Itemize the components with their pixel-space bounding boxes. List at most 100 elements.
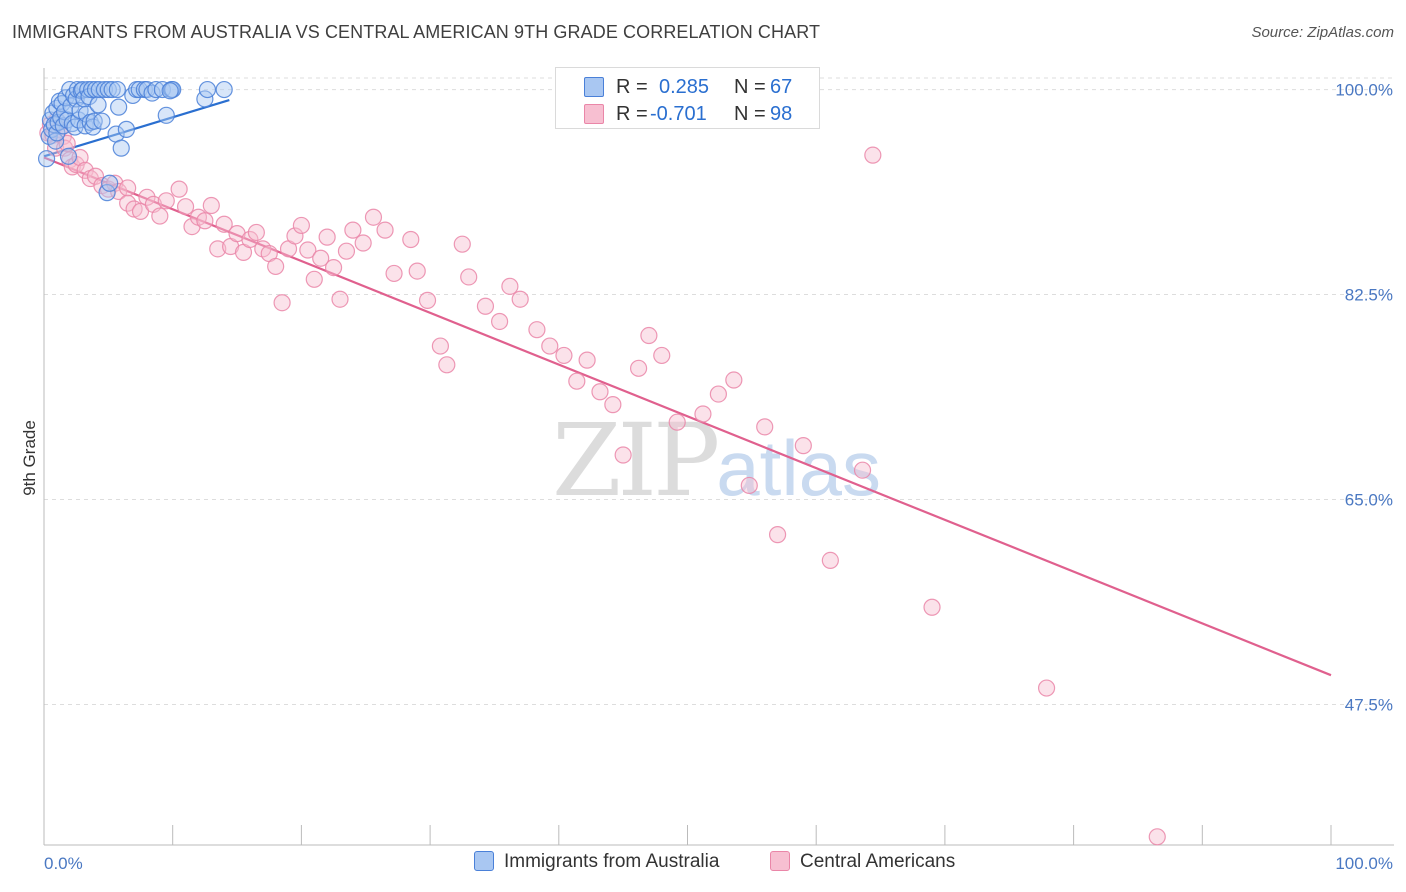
y-tick-label: 65.0% [1345, 490, 1393, 509]
point-central-americans [292, 216, 310, 235]
point-central-americans [640, 326, 658, 345]
point-central-americans [794, 437, 812, 455]
point-central-americans [768, 526, 787, 544]
point-central-americans [376, 221, 394, 239]
point-central-americans [864, 146, 882, 164]
point-central-americans [385, 264, 403, 283]
point-central-americans [170, 180, 188, 198]
point-australia [37, 150, 56, 168]
point-central-americans [490, 312, 509, 331]
point-central-americans [151, 207, 169, 225]
bottom-legend-label-central-americans: Central Americans [800, 851, 956, 872]
point-central-americans [209, 240, 227, 258]
point-central-americans [331, 290, 349, 308]
point-australia [59, 147, 78, 165]
point-australia [157, 106, 175, 124]
point-australia [161, 82, 179, 100]
point-central-americans [337, 242, 356, 260]
point-central-americans [324, 258, 343, 277]
x-tick-label-max: 100.0% [1335, 854, 1393, 873]
x-tick-label-min: 0.0% [44, 854, 83, 873]
point-central-americans [196, 212, 214, 230]
point-australia [103, 80, 121, 99]
point-australia [99, 80, 117, 99]
point-central-americans [604, 396, 622, 414]
point-central-americans [1148, 828, 1166, 846]
point-central-americans [591, 383, 609, 401]
point-central-americans [501, 277, 519, 295]
point-central-americans [157, 192, 175, 210]
chart-title: IMMIGRANTS FROM AUSTRALIA VS CENTRAL AME… [12, 22, 821, 42]
legend-r-value: 0.285 [659, 76, 710, 98]
point-australia [93, 112, 111, 130]
y-tick-label: 82.5% [1345, 286, 1393, 305]
legend-r-value: -0.701 [650, 103, 707, 125]
point-central-americans [119, 194, 137, 212]
point-central-americans [821, 551, 839, 569]
legend-r-label: R = [616, 103, 648, 125]
bottom-legend-central-americans: Central Americans [770, 851, 955, 873]
point-central-americans [555, 346, 573, 365]
point-central-americans [756, 418, 774, 436]
point-central-americans [528, 321, 546, 339]
y-tick-label: 100.0% [1335, 81, 1393, 100]
data-points [37, 80, 1166, 846]
bottom-legend-label-australia: Immigrants from Australia [504, 851, 720, 872]
legend-swatch-australia [584, 77, 604, 97]
point-central-americans [215, 215, 233, 233]
legend-n-value: 98 [770, 103, 793, 125]
point-central-americans [418, 291, 437, 309]
point-central-americans [460, 268, 478, 286]
point-central-americans [312, 249, 330, 267]
legend-n-label: N = [734, 76, 766, 98]
point-central-americans [668, 413, 686, 431]
point-central-americans [138, 188, 156, 206]
source-label: Source: ZipAtlas.com [1251, 24, 1394, 41]
point-central-americans [176, 198, 195, 216]
point-central-americans [694, 405, 712, 423]
y-axis-label: 9th Grade [20, 420, 39, 496]
point-central-americans [241, 230, 259, 249]
point-central-americans [267, 257, 285, 276]
point-australia [117, 120, 135, 138]
point-central-americans [923, 598, 941, 616]
point-central-americans [364, 208, 383, 226]
legend-n-label: N = [734, 103, 766, 125]
point-central-americans [286, 227, 304, 245]
point-central-americans [653, 346, 671, 365]
bottom-legend-australia: Immigrants from Australia [474, 851, 719, 873]
point-australia [84, 118, 102, 136]
point-central-americans [408, 262, 426, 280]
point-central-americans [431, 337, 449, 355]
point-central-americans [202, 196, 220, 215]
point-australia [110, 98, 128, 116]
stats-legend: R = 0.285 N = 67 R = -0.701 N = 98 [555, 67, 820, 129]
legend-row-australia: R = 0.285 N = 67 [556, 73, 819, 101]
point-australia [215, 80, 233, 99]
point-central-americans [247, 223, 265, 242]
point-australia [89, 96, 107, 114]
point-central-americans [511, 290, 529, 308]
point-central-americans [629, 359, 648, 377]
point-australia [90, 80, 108, 99]
point-central-americans [725, 371, 743, 389]
point-central-americans [318, 228, 336, 246]
trend-lines [43, 99, 1332, 677]
point-central-americans [86, 167, 105, 185]
bottom-legend-swatch-central-americans [770, 851, 790, 871]
y-tick-label: 47.5% [1345, 695, 1393, 714]
point-central-americans [853, 461, 872, 479]
point-australia [108, 80, 126, 99]
axis-labels: 47.5% 65.0% 82.5% 100.0% 0.0% 100.0% 9th Grade [20, 81, 1393, 873]
axes [43, 68, 1394, 846]
point-australia [101, 174, 119, 192]
point-central-americans [1037, 679, 1056, 697]
point-central-americans [76, 161, 94, 179]
point-central-americans [453, 235, 471, 253]
legend-row-central-americans: R = -0.701 N = 98 [556, 100, 819, 128]
point-central-americans [402, 230, 420, 249]
point-central-americans [568, 372, 586, 390]
legend-n-value: 67 [770, 76, 793, 98]
point-australia [198, 80, 217, 99]
